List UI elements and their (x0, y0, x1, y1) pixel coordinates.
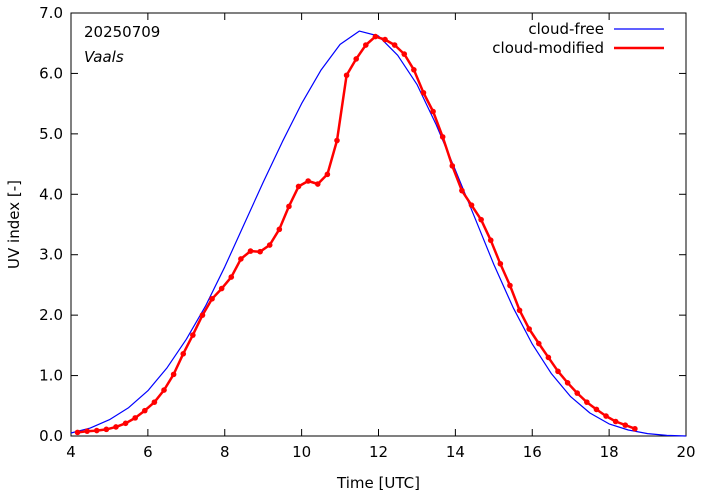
series-line-cloud-free (70, 30, 687, 437)
data-point-cloud-modified (343, 72, 350, 79)
data-point-cloud-modified (526, 326, 532, 332)
data-point-cloud-modified (257, 248, 263, 255)
date-annotation: 20250709 (84, 23, 160, 41)
series-layer (70, 30, 687, 437)
y-tick-label: 2.0 (39, 306, 63, 324)
data-point-cloud-modified (103, 426, 110, 433)
data-point-cloud-modified (122, 420, 129, 427)
data-point-cloud-modified (199, 312, 206, 318)
data-point-cloud-modified (507, 282, 513, 289)
data-point-cloud-modified (545, 354, 552, 361)
x-tick-label: 18 (600, 443, 619, 461)
data-point-cloud-modified (84, 428, 90, 434)
data-point-cloud-modified (334, 137, 340, 144)
data-point-cloud-modified (353, 56, 360, 62)
y-tick-label: 6.0 (39, 64, 63, 82)
data-point-cloud-modified (209, 296, 215, 302)
data-point-cloud-modified (555, 368, 561, 375)
x-tick-label: 12 (369, 443, 388, 461)
data-point-cloud-modified (324, 171, 331, 178)
data-point-cloud-modified (401, 51, 408, 57)
legend-label-cloud-modified: cloud-modified (492, 39, 604, 57)
data-point-cloud-modified (632, 425, 638, 432)
x-tick-label: 6 (143, 443, 153, 461)
x-tick-label: 14 (446, 443, 465, 461)
y-tick-label: 5.0 (39, 125, 63, 143)
axis-ticks (70, 12, 687, 437)
data-point-cloud-modified (180, 351, 187, 357)
data-point-cloud-modified (593, 406, 600, 413)
data-point-cloud-modified (238, 256, 244, 262)
data-point-cloud-modified (132, 415, 138, 421)
data-point-cloud-modified (574, 390, 581, 396)
data-point-cloud-modified (535, 340, 542, 347)
data-point-cloud-modified (247, 248, 254, 254)
data-point-cloud-modified (74, 429, 81, 436)
data-point-cloud-modified (468, 202, 475, 208)
data-point-cloud-modified (295, 183, 302, 190)
data-point-cloud-modified (266, 242, 273, 248)
y-tick-label: 0.0 (39, 427, 63, 445)
data-point-cloud-modified (497, 260, 504, 267)
data-point-cloud-modified (612, 418, 619, 425)
y-tick-label: 4.0 (39, 185, 63, 203)
y-tick-label: 1.0 (39, 367, 63, 385)
x-tick-label: 16 (523, 443, 542, 461)
data-point-cloud-modified (459, 187, 465, 194)
data-point-cloud-modified (439, 134, 446, 140)
data-point-cloud-modified (449, 163, 456, 169)
data-point-cloud-modified (151, 399, 158, 405)
data-point-cloud-modified (93, 427, 100, 434)
data-point-cloud-modified (430, 108, 436, 115)
y-tick-label: 3.0 (39, 246, 63, 264)
data-point-cloud-modified (276, 226, 283, 233)
data-point-cloud-modified (622, 422, 629, 428)
data-point-cloud-modified (286, 203, 292, 210)
data-point-cloud-modified (218, 285, 225, 292)
x-tick-label: 20 (676, 443, 695, 461)
legend: cloud-free cloud-modified (492, 20, 664, 57)
data-point-cloud-modified (142, 407, 148, 414)
data-point-cloud-modified (314, 181, 321, 187)
x-tick-label: 4 (66, 443, 76, 461)
x-tick-label: 10 (292, 443, 311, 461)
tick-labels: 4 6 8 10 12 14 16 18 20 0.0 1.0 2.0 3.0 4.0 5.0 6.0 7.0 (39, 4, 695, 461)
y-tick-label: 7.0 (39, 4, 63, 22)
data-point-cloud-modified (382, 36, 388, 43)
data-point-cloud-modified (584, 399, 590, 405)
data-point-cloud-modified (372, 33, 379, 40)
data-point-cloud-modified (564, 380, 571, 386)
legend-label-cloud-free: cloud-free (528, 20, 604, 38)
y-axis-label: UV index [-] (5, 180, 23, 269)
data-point-cloud-modified (228, 274, 235, 280)
data-point-cloud-modified (478, 216, 484, 223)
data-point-cloud-modified (516, 307, 523, 314)
data-point-cloud-modified (487, 237, 494, 244)
data-point-cloud-modified (391, 42, 398, 48)
data-point-cloud-modified (363, 42, 369, 48)
data-point-cloud-modified (305, 178, 311, 184)
data-point-cloud-modified (170, 371, 177, 378)
location-annotation: Vaals (84, 48, 124, 66)
data-point-cloud-modified (420, 89, 427, 96)
data-point-cloud-modified (113, 424, 119, 430)
data-point-cloud-modified (603, 413, 609, 419)
x-axis-label: Time [UTC] (336, 474, 420, 492)
data-point-cloud-modified (161, 387, 167, 393)
data-point-cloud-modified (411, 67, 417, 73)
data-point-cloud-modified (190, 332, 196, 338)
x-tick-label: 8 (220, 443, 230, 461)
